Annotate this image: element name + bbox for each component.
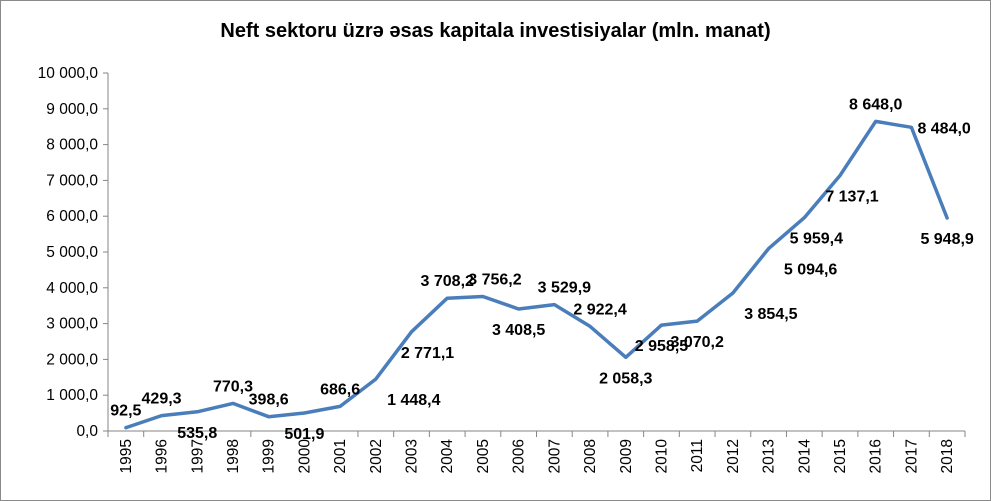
data-label: 7 137,1 (825, 188, 878, 205)
y-tick-label: 0,0 (76, 423, 98, 440)
y-tick-label: 7 000,0 (46, 172, 98, 189)
x-tick-label: 2003 (404, 439, 421, 473)
y-tick-label: 6 000,0 (46, 208, 98, 225)
data-label: 2 058,3 (599, 370, 652, 387)
series-line (124, 119, 949, 430)
data-label: 2 771,1 (401, 345, 454, 362)
y-tick-label: 10 000,0 (38, 65, 99, 82)
data-label: 535,8 (177, 425, 217, 442)
data-label: 2 922,4 (573, 301, 626, 318)
data-label: 2 958,5 (635, 338, 688, 355)
x-tick-label: 2015 (832, 439, 849, 473)
data-label: 8 648,0 (849, 96, 902, 113)
data-label: 5 094,6 (784, 262, 837, 279)
data-label: 3 408,5 (492, 322, 545, 339)
y-tick-label: 1 000,0 (46, 387, 98, 404)
y-tick-label: 2 000,0 (46, 351, 98, 368)
chart-title: Neft sektoru üzrə əsas kapitala investis… (220, 20, 771, 42)
data-label: 3 756,2 (468, 272, 521, 289)
x-tick-label: 2004 (439, 439, 456, 474)
x-tick-label: 2011 (689, 439, 706, 472)
data-label: 8 484,0 (917, 120, 970, 137)
data-label: 5 948,9 (920, 231, 973, 248)
y-tick-label: 5 000,0 (46, 244, 98, 261)
x-tick-label: 2005 (475, 439, 492, 473)
data-label: 92,5 (110, 403, 141, 420)
data-label: 3 708,2 (421, 273, 474, 290)
x-tick-label: 1998 (225, 439, 242, 473)
data-label: 398,6 (249, 392, 289, 409)
x-tick-label: 2017 (903, 439, 920, 473)
data-label: 1 448,4 (387, 392, 440, 409)
data-label: 429,3 (142, 391, 182, 408)
x-tick-label: 1999 (261, 439, 278, 473)
data-label: 686,6 (320, 381, 360, 398)
x-tick-label: 1997 (189, 439, 206, 473)
x-tick-label: 2010 (653, 439, 670, 474)
x-tick-label: 2002 (368, 439, 385, 473)
data-label: 5 959,4 (790, 231, 843, 248)
x-tick-label: 2014 (796, 439, 813, 474)
x-tick-label: 2018 (939, 439, 956, 473)
x-tick-label: 2012 (725, 439, 742, 473)
data-label: 3 070,2 (670, 334, 723, 351)
data-label: 3 529,9 (538, 280, 591, 297)
x-tick-label: 2000 (296, 439, 313, 474)
x-tick-label: 2007 (546, 439, 563, 473)
y-tick-label: 4 000,0 (46, 280, 98, 297)
data-label: 770,3 (213, 378, 253, 395)
y-tick-label: 8 000,0 (46, 137, 98, 154)
x-tick-label: 1995 (118, 439, 135, 473)
data-label: 3 854,5 (744, 306, 797, 323)
x-tick-label: 2016 (868, 439, 885, 473)
x-tick-label: 2006 (511, 439, 528, 473)
x-tick-label: 2013 (761, 439, 778, 473)
y-tick-label: 9 000,0 (46, 101, 98, 118)
x-tick-label: 2001 (332, 439, 349, 473)
x-tick-label: 1996 (154, 439, 171, 473)
x-tick-label: 2008 (582, 439, 599, 473)
x-tick-label: 2009 (618, 439, 635, 473)
data-label: 501,9 (284, 426, 324, 443)
y-tick-label: 3 000,0 (46, 316, 98, 333)
